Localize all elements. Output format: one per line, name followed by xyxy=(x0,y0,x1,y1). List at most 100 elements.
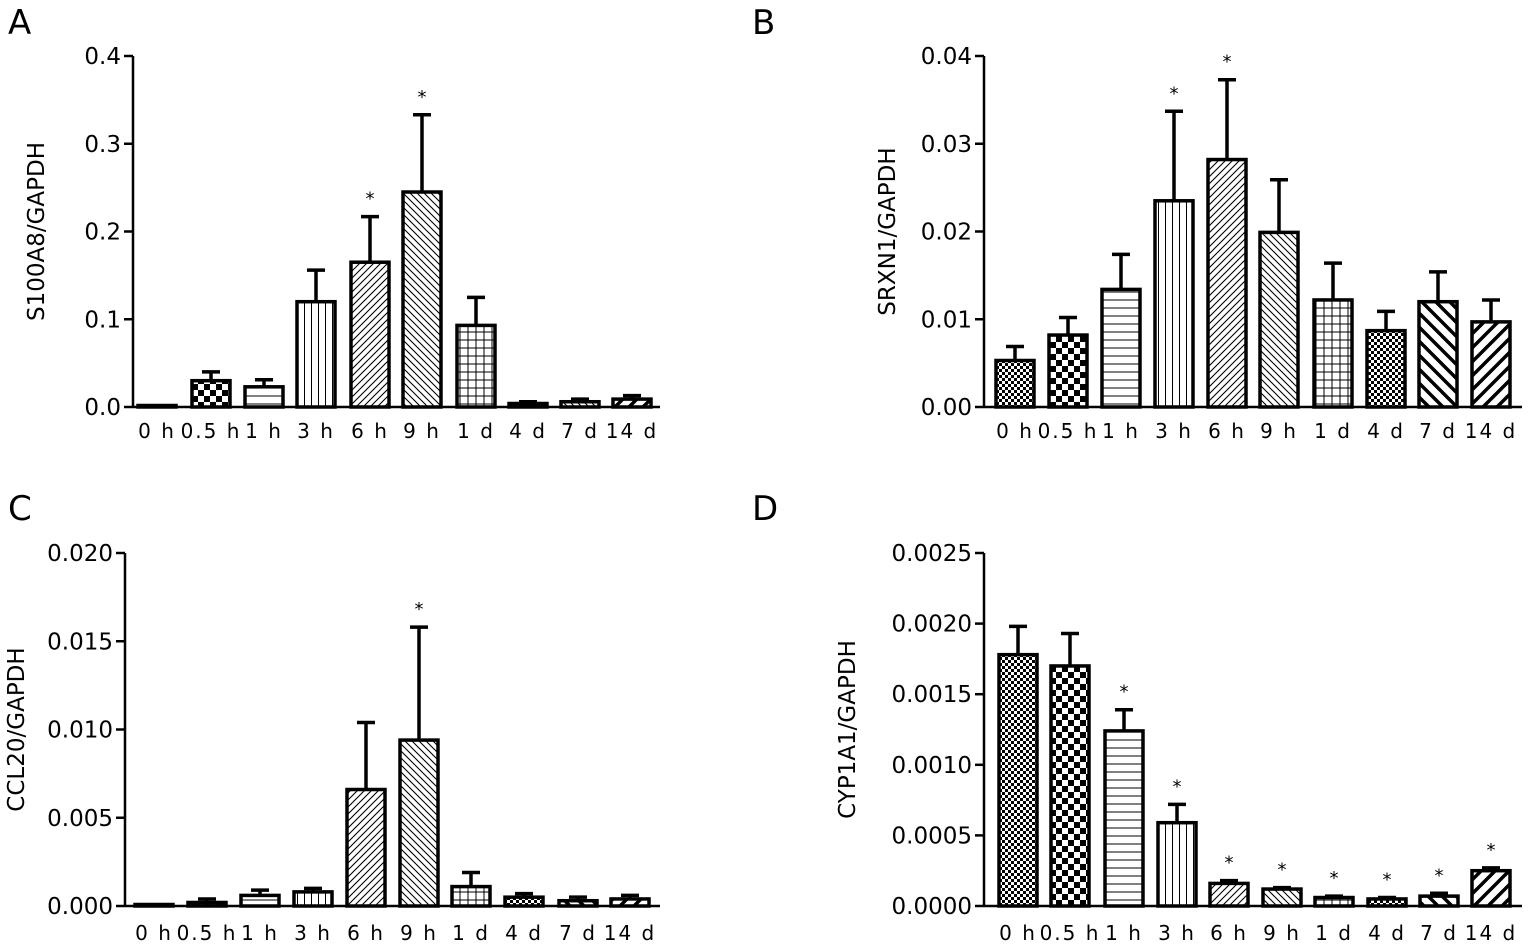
x-tick-label: 9 h xyxy=(1263,921,1301,944)
significance-marker: * xyxy=(415,599,424,620)
x-tick-label: 1 h xyxy=(245,419,283,443)
bar-0-5-h xyxy=(190,378,232,409)
x-tick-label: 1 d xyxy=(1315,921,1353,944)
x-tick-label: 0 h xyxy=(996,419,1034,443)
x-tick-label: 7 d xyxy=(561,419,599,443)
significance-marker: * xyxy=(1225,853,1234,874)
x-tick-label: 1 d xyxy=(1314,419,1352,443)
error-bar xyxy=(1165,109,1183,201)
x-tick-label: 6 h xyxy=(351,419,389,443)
x-tick-label: 4 d xyxy=(1368,921,1406,944)
x-tick-label: 3 h xyxy=(1158,921,1196,944)
bar-6-h xyxy=(345,787,387,908)
significance-marker: * xyxy=(1383,870,1392,891)
x-tick-label: 4 d xyxy=(509,419,547,443)
bar-14-d xyxy=(1470,320,1512,409)
bar-6-h xyxy=(1206,157,1248,409)
x-tick-label: 0 h xyxy=(999,921,1037,944)
bar-4-d xyxy=(503,895,545,908)
error-bar xyxy=(1006,344,1024,361)
bar-1-d xyxy=(455,323,497,409)
bar-14-d xyxy=(1470,868,1512,908)
error-bar xyxy=(1270,177,1288,233)
bar-3-h xyxy=(292,890,334,908)
chart-panel-c: C CCL20/GAPDH 0.000 0.005 0.010 0.015 0.020 0 h… xyxy=(4,489,660,944)
error-bar xyxy=(307,268,325,302)
significance-marker: * xyxy=(1330,868,1339,889)
y-axis-label: SRXN1/GAPDH xyxy=(875,147,901,315)
error-bar xyxy=(462,870,480,887)
bar-9-h xyxy=(1258,230,1300,409)
chart-panel-d: D CYP1A1/GAPDH 0.0000 0.0005 0.0010 0.0015 0.0… xyxy=(752,489,1522,944)
bar-1-h xyxy=(239,893,281,908)
x-tick-label: 3 h xyxy=(297,419,335,443)
x-tick-label: 6 h xyxy=(1208,419,1246,443)
bar-9-h xyxy=(398,738,440,908)
bar-6-h xyxy=(349,260,391,409)
bar-0-5-h xyxy=(1049,664,1091,908)
significance-marker: * xyxy=(1170,83,1179,104)
y-tick-label: 0.005 xyxy=(47,806,113,832)
x-tick-label: 0 h xyxy=(138,419,176,443)
x-tick-label: 0.5 h xyxy=(177,921,238,944)
y-tick-label: 0.3 xyxy=(84,132,121,158)
error-bar xyxy=(410,625,428,741)
x-tick-label: 4 d xyxy=(1367,419,1405,443)
panel-label: B xyxy=(752,3,775,43)
x-tick-label: 1 d xyxy=(452,921,490,944)
bar-7-d xyxy=(1418,894,1460,908)
y-tick-label: 0.0000 xyxy=(892,894,972,920)
x-tick-label: 14 d xyxy=(604,921,657,944)
significance-marker: * xyxy=(1435,865,1444,886)
bar-7-d xyxy=(1417,299,1459,409)
bar-9-h xyxy=(1261,887,1303,908)
x-tick-label: 0 h xyxy=(135,921,173,944)
bar-7-d xyxy=(559,399,601,409)
error-bar xyxy=(1061,631,1079,666)
y-tick-label: 0.2 xyxy=(84,220,121,246)
y-axis-label: S100A8/GAPDH xyxy=(24,142,50,321)
bar-0-h xyxy=(997,652,1039,908)
error-bar xyxy=(1115,707,1133,731)
x-tick-label: 0.5 h xyxy=(1040,921,1101,944)
bar-4-d xyxy=(1365,328,1407,409)
x-tick-label: 9 h xyxy=(1260,419,1298,443)
panel-label: A xyxy=(8,3,31,43)
y-tick-label: 0.015 xyxy=(47,629,113,655)
error-bar xyxy=(1009,624,1027,655)
y-tick-label: 0.03 xyxy=(921,132,972,158)
significance-marker: * xyxy=(1278,860,1287,881)
x-tick-label: 9 h xyxy=(403,419,441,443)
y-tick-label: 0.0015 xyxy=(892,682,972,708)
bar-14-d xyxy=(611,397,653,409)
x-tick-label: 1 h xyxy=(1105,921,1143,944)
bar-1-h xyxy=(1100,287,1142,409)
x-tick-label: 6 h xyxy=(347,921,385,944)
bar-9-h xyxy=(401,190,443,409)
error-bar xyxy=(1218,77,1236,160)
chart-panel-b: B SRXN1/GAPDH 0.00 0.01 0.02 0.03 0.04 0 h 0.5 h… xyxy=(752,3,1522,443)
x-tick-label: 0.5 h xyxy=(181,419,242,443)
bar-3-h xyxy=(295,299,337,409)
x-tick-label: 14 d xyxy=(606,419,659,443)
x-tick-label: 7 d xyxy=(1419,419,1457,443)
y-tick-label: 0.020 xyxy=(47,541,113,567)
bar-0-h xyxy=(133,902,175,908)
significance-marker: * xyxy=(366,189,375,210)
error-bar xyxy=(1377,309,1395,331)
y-tick-label: 0.0020 xyxy=(892,612,972,638)
x-tick-label: 4 d xyxy=(505,921,543,944)
bar-1-h xyxy=(1103,729,1145,908)
x-tick-label: 0.5 h xyxy=(1038,419,1099,443)
panel-label: C xyxy=(8,489,32,529)
y-tick-label: 0.00 xyxy=(921,395,972,421)
bar-4-d xyxy=(1366,897,1408,908)
y-tick-label: 0.04 xyxy=(921,44,972,70)
bar-7-d xyxy=(557,898,599,908)
y-tick-label: 0.01 xyxy=(921,307,972,333)
x-tick-label: 9 h xyxy=(400,921,438,944)
significance-marker: * xyxy=(418,87,427,108)
bar-4-d xyxy=(507,401,549,409)
bar-3-h xyxy=(1156,820,1198,908)
